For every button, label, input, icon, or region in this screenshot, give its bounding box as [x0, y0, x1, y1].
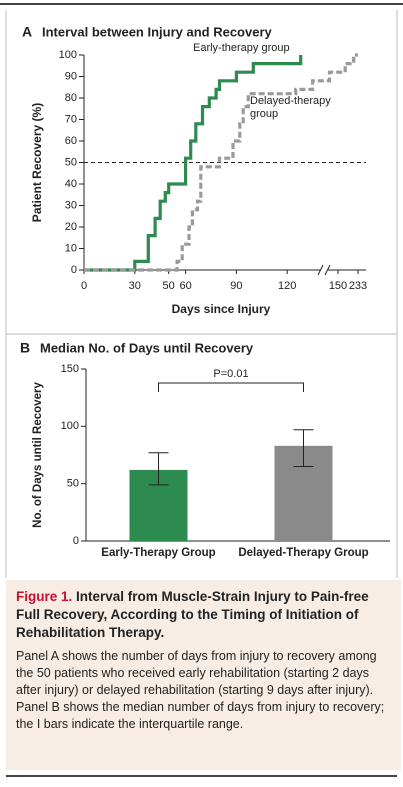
- axis-break-gap: [321, 264, 327, 276]
- x-tick-label: 0: [81, 280, 87, 292]
- x-tick-label: 60: [179, 280, 191, 292]
- series-label: Delayed-therapy group: [250, 95, 331, 120]
- x-tick-label: 233: [349, 280, 367, 292]
- caption-text: Panel A shows the number of days from in…: [16, 649, 385, 731]
- caption-heading: Figure 1. Interval from Muscle-Strain In…: [16, 588, 391, 642]
- y-tick-label: 100: [59, 49, 77, 61]
- y-tick-label: 90: [65, 70, 77, 82]
- x-tick-label: Early-Therapy Group: [101, 547, 215, 559]
- x-tick-label: 30: [129, 280, 141, 292]
- series-label: Early-therapy group: [193, 42, 290, 54]
- chart: A Interval between Injury and Recovery B…: [0, 3, 403, 578]
- y-tick-label: 20: [65, 221, 77, 233]
- y-tick-label: 0: [71, 264, 77, 276]
- axis-break: [324, 264, 331, 276]
- x-tick-label: 120: [278, 280, 296, 292]
- series-label-box: Delayed-therapy group: [250, 95, 331, 120]
- y-tick-label: 100: [61, 420, 79, 432]
- y-axis-label: Patient Recovery (%): [30, 103, 44, 222]
- significance-label: P=0.01: [213, 368, 248, 380]
- x-axis-label: Days since Injury: [172, 302, 271, 316]
- y-tick-label: 50: [67, 478, 79, 490]
- caption-label: Figure 1.: [16, 589, 73, 604]
- y-tick-label: 50: [65, 156, 77, 168]
- bottom-rule: [6, 775, 397, 777]
- x-tick-label: 90: [230, 280, 242, 292]
- series-line: [84, 55, 303, 272]
- y-tick-label: 60: [65, 135, 77, 147]
- panel-label: A: [22, 24, 32, 40]
- series-line: [84, 53, 358, 272]
- caption: Figure 1. Interval from Muscle-Strain In…: [6, 580, 401, 770]
- panel-title: Median No. of Days until Recovery: [40, 340, 254, 355]
- axis-break: [317, 264, 324, 276]
- significance-bracket: [158, 382, 304, 392]
- y-tick-label: 40: [65, 178, 77, 190]
- y-tick-label: 0: [73, 535, 79, 547]
- y-tick-label: 150: [61, 363, 79, 375]
- y-tick-label: 10: [65, 242, 77, 254]
- y-tick-label: 30: [65, 199, 77, 211]
- x-tick-label: Delayed-Therapy Group: [238, 547, 368, 559]
- panel-label: B: [20, 340, 30, 356]
- x-tick-label: 150: [329, 280, 347, 292]
- y-tick-label: 80: [65, 92, 77, 104]
- y-tick-label: 70: [65, 113, 77, 125]
- y-axis-label: No. of Days until Recovery: [32, 382, 44, 528]
- caption-title: Interval from Muscle-Strain Injury to Pa…: [16, 589, 369, 640]
- x-tick-label: 50: [163, 280, 175, 292]
- panel-title: Interval between Injury and Recovery: [42, 24, 273, 39]
